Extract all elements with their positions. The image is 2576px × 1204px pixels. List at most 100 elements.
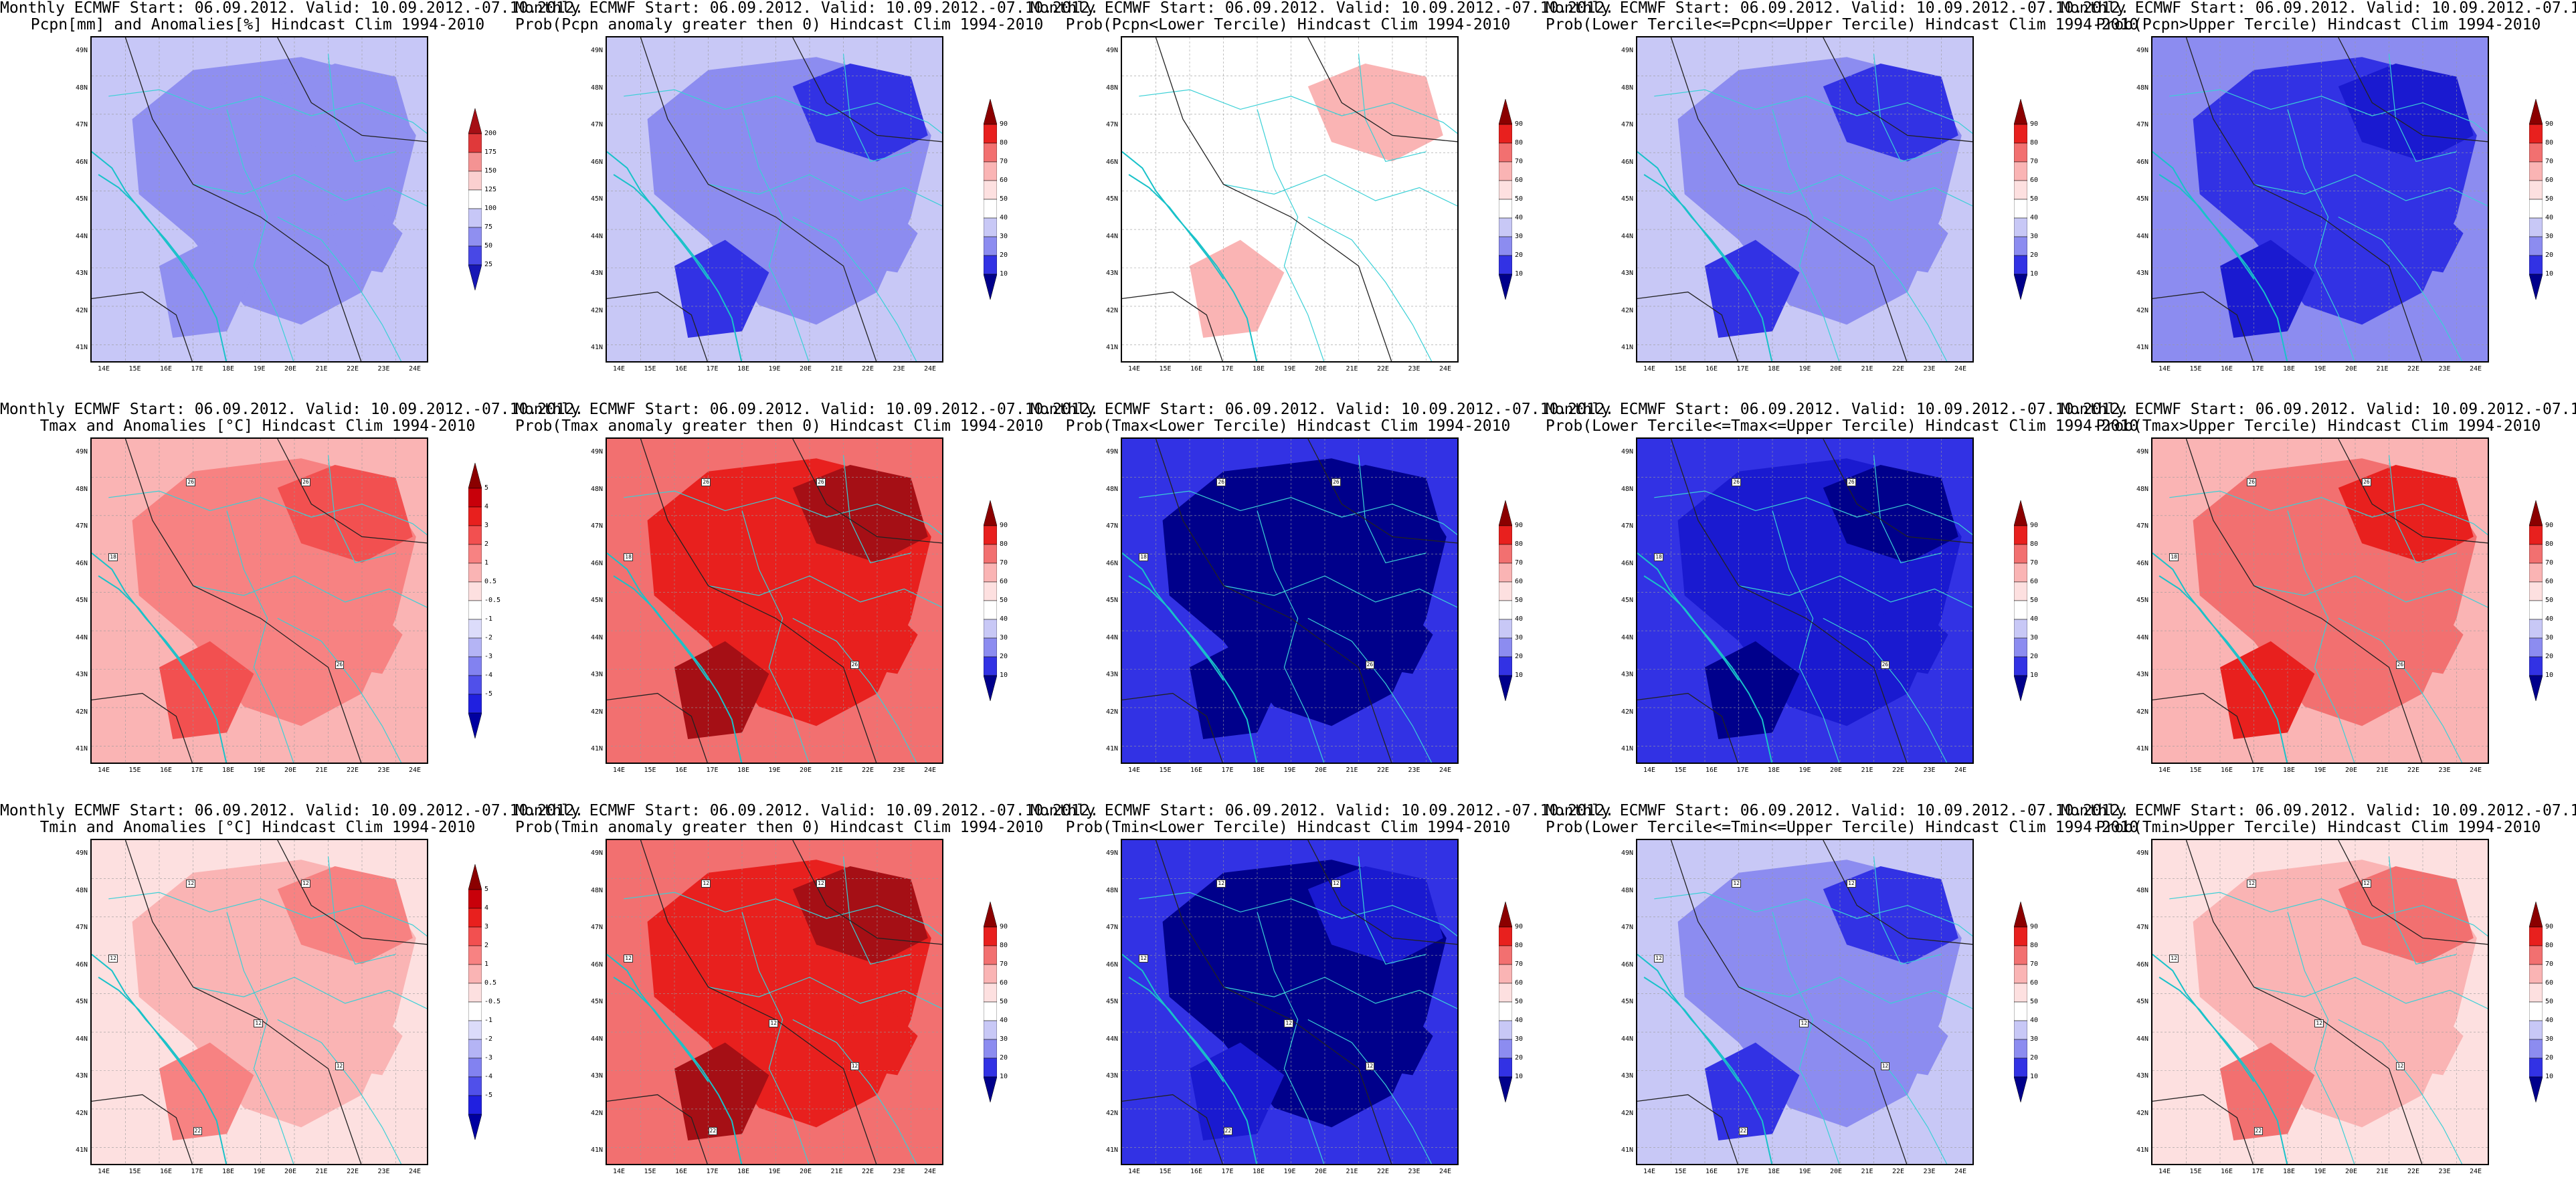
lon-tick-label: 24E bbox=[408, 1168, 422, 1175]
lon-tick-label: 18E bbox=[221, 1168, 235, 1175]
lon-tick-label: 19E bbox=[1283, 365, 1296, 373]
contour-label: 26 bbox=[1365, 660, 1375, 669]
contour-line bbox=[640, 439, 877, 763]
lon-tick-label: 17E bbox=[1736, 767, 1749, 774]
lon-tick-label: 15E bbox=[2189, 767, 2202, 774]
colorbar-label: 40 bbox=[1000, 1017, 1008, 1024]
lon-tick-label: 23E bbox=[1923, 767, 1936, 774]
colorbar-label: 125 bbox=[484, 186, 497, 193]
lat-tick-label: 49N bbox=[590, 47, 603, 54]
coastline bbox=[1128, 174, 1224, 280]
colorbar-label: 50 bbox=[2030, 998, 2039, 1005]
colorbar-label: 60 bbox=[2030, 578, 2039, 585]
colorbar-segment bbox=[2014, 217, 2027, 237]
colorbar-segment bbox=[2529, 255, 2543, 275]
contour-line bbox=[2338, 840, 2488, 945]
lon-tick-label: 23E bbox=[1923, 1168, 1936, 1175]
contour-label: 26 bbox=[335, 660, 345, 669]
field-region bbox=[328, 602, 403, 674]
colorbar-segment bbox=[2529, 1058, 2543, 1078]
contour-line bbox=[92, 692, 193, 763]
colorbar-segment bbox=[1499, 142, 1512, 163]
map-plot-area: 12 12 12 12 12 22 bbox=[1121, 839, 1459, 1165]
colorbar-segment bbox=[984, 525, 997, 545]
colorbar-label: 10 bbox=[1515, 270, 1524, 278]
lat-tick-label: 44N bbox=[75, 1035, 88, 1043]
lat-tick-label: 49N bbox=[590, 448, 603, 456]
coastline bbox=[1643, 575, 1740, 681]
country-border bbox=[1139, 892, 1457, 937]
colorbar-segment bbox=[2529, 525, 2543, 545]
lon-tick-label: 15E bbox=[644, 365, 656, 373]
lon-tick-label: 20E bbox=[1829, 365, 1843, 373]
colorbar-segment bbox=[984, 1076, 997, 1102]
field-region bbox=[2389, 201, 2464, 273]
map-plot-area: 26 26 18 26 bbox=[2151, 437, 2489, 764]
lon-tick-label: 16E bbox=[2220, 365, 2233, 373]
country-border bbox=[1257, 109, 1325, 361]
coastline bbox=[1637, 553, 1773, 763]
contour-label: 12 bbox=[1847, 879, 1856, 888]
contour-line bbox=[2152, 692, 2253, 763]
colorbar-label: 60 bbox=[1000, 177, 1008, 184]
colorbar bbox=[2014, 902, 2027, 1102]
lat-tick-label: 41N bbox=[1105, 344, 1118, 351]
field-region bbox=[1358, 201, 1433, 273]
country-border bbox=[327, 856, 396, 965]
panel-title: Monthly ECMWF Start: 06.09.2012. Valid: … bbox=[515, 401, 1099, 435]
colorbar-label: 75 bbox=[484, 223, 493, 231]
lat-tick-label: 49N bbox=[2136, 448, 2148, 456]
colorbar-label: 40 bbox=[2545, 214, 2554, 221]
lat-tick-label: 49N bbox=[1621, 448, 1633, 456]
country-border bbox=[226, 912, 294, 1164]
colorbar-label: 20 bbox=[2030, 653, 2039, 660]
colorbar-segment bbox=[468, 189, 482, 209]
colorbar-label: 50 bbox=[2030, 195, 2039, 203]
colorbar-canvas bbox=[468, 463, 482, 738]
lat-tick-label: 47N bbox=[1105, 121, 1118, 128]
colorbar-label: 40 bbox=[2545, 615, 2554, 623]
colorbar-label: 70 bbox=[1000, 559, 1008, 567]
colorbar-label: 90 bbox=[2545, 923, 2554, 930]
colorbar-label: -1 bbox=[484, 1017, 493, 1024]
colorbar-canvas bbox=[2529, 99, 2543, 300]
colorbar-label: 150 bbox=[484, 167, 497, 175]
colorbar bbox=[468, 864, 482, 1140]
lon-tick-label: 18E bbox=[1767, 1168, 1780, 1175]
colorbar-label: 80 bbox=[1000, 540, 1008, 548]
colorbar-label: 60 bbox=[2030, 177, 2039, 184]
contour-label: 12 bbox=[335, 1062, 345, 1070]
title-line-2: Prob(Tmin>Upper Tercile) Hindcast Clim 1… bbox=[2096, 819, 2541, 836]
colorbar-segment bbox=[2529, 1039, 2543, 1059]
lon-tick-label: 16E bbox=[159, 1168, 173, 1175]
panel-title: Monthly ECMWF Start: 06.09.2012. Valid: … bbox=[1030, 401, 1614, 435]
colorbar-segment bbox=[2014, 161, 2027, 181]
lon-tick-label: 24E bbox=[923, 1168, 937, 1175]
coastline bbox=[607, 553, 743, 763]
lon-tick-label: 18E bbox=[737, 1168, 750, 1175]
lat-tick-label: 44N bbox=[1105, 633, 1118, 641]
lon-tick-label: 20E bbox=[1314, 1168, 1327, 1175]
title-line-1: Monthly ECMWF Start: 06.09.2012. Valid: … bbox=[0, 401, 584, 418]
lon-tick-label: 18E bbox=[1252, 767, 1265, 774]
contour-label: 12 bbox=[1331, 879, 1341, 888]
country-border bbox=[2169, 89, 2488, 134]
lat-tick-label: 46N bbox=[1105, 961, 1118, 969]
contour-label: 26 bbox=[2395, 660, 2405, 669]
lat-tick-label: 41N bbox=[75, 745, 88, 752]
lon-tick-label: 22E bbox=[1376, 365, 1390, 373]
colorbar-label: 50 bbox=[1000, 597, 1008, 604]
colorbar-label: 90 bbox=[2030, 923, 2039, 930]
contour-label: 26 bbox=[1847, 478, 1856, 486]
country-border bbox=[708, 977, 942, 1009]
lat-tick-label: 41N bbox=[75, 1146, 88, 1154]
lon-tick-label: 22E bbox=[1376, 1168, 1390, 1175]
title-line-1: Monthly ECMWF Start: 06.09.2012. Valid: … bbox=[0, 802, 584, 819]
lat-tick-label: 49N bbox=[75, 849, 88, 857]
colorbar-label: 20 bbox=[2545, 653, 2554, 660]
lon-tick-label: 20E bbox=[1314, 365, 1327, 373]
colorbar-segment bbox=[468, 1058, 482, 1078]
contour-label: 12 bbox=[701, 879, 711, 888]
contour-line bbox=[124, 439, 362, 763]
contour-label: 26 bbox=[816, 478, 826, 486]
